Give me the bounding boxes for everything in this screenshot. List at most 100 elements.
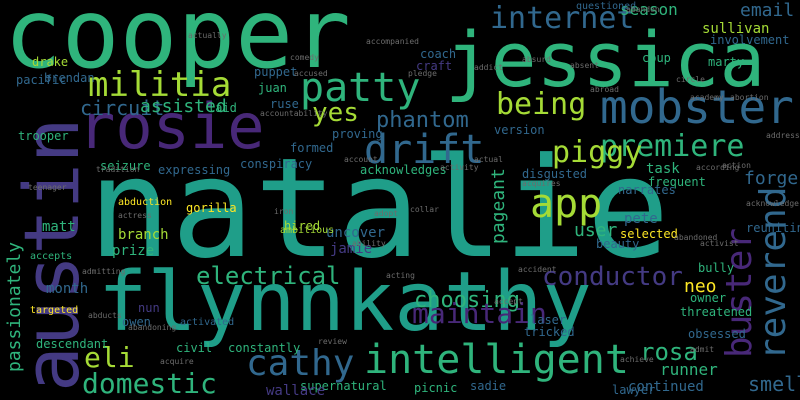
word: constantly	[228, 341, 301, 355]
word: natalie	[88, 128, 670, 289]
word: accused	[294, 69, 328, 78]
word: actual	[474, 155, 503, 164]
word: cooper	[4, 0, 351, 90]
word: collar	[410, 205, 439, 214]
word: premiere	[600, 129, 745, 164]
word: abduction	[118, 197, 173, 208]
word: militia	[88, 65, 232, 105]
word: rosa	[640, 338, 698, 366]
word: nun	[138, 301, 160, 315]
word: owner	[690, 291, 727, 305]
word: jessica	[445, 15, 766, 104]
word: eli	[84, 341, 135, 374]
word: obsessed	[688, 327, 746, 341]
word: proving	[332, 127, 383, 141]
word: comedy	[290, 53, 319, 62]
word: laid	[208, 101, 237, 115]
word: jamie	[330, 241, 373, 257]
word: beauty	[596, 237, 640, 251]
word: abandoned	[674, 233, 718, 242]
word: abroad	[590, 85, 619, 94]
word: targeted	[30, 305, 79, 316]
word: month	[46, 281, 89, 297]
word: yes	[312, 98, 359, 128]
word: choosing	[414, 288, 520, 313]
word: circuit	[80, 96, 165, 120]
word: reuniting	[746, 221, 800, 235]
word: sullivan	[702, 21, 770, 37]
word: iron	[274, 207, 294, 216]
word: threatened	[680, 305, 753, 319]
word: drake	[32, 55, 69, 69]
word: picnic	[414, 381, 458, 395]
word: teenager	[28, 183, 67, 192]
word: drift	[364, 127, 485, 173]
word: actually	[188, 31, 227, 40]
word: domestic	[82, 367, 217, 400]
word: acting	[386, 271, 415, 280]
word: gorilla	[186, 201, 237, 215]
word: being	[496, 87, 587, 122]
word: internet	[490, 1, 635, 36]
word: rosie	[78, 90, 265, 163]
word: circle	[676, 75, 705, 84]
word: user	[574, 220, 618, 241]
word: ambitious	[280, 225, 335, 236]
word: mobster	[600, 80, 794, 134]
word: pete	[624, 211, 658, 227]
word: season	[620, 0, 678, 19]
word: coup	[642, 51, 671, 65]
word: matt	[42, 219, 76, 235]
word: piggy	[552, 135, 643, 170]
word: hired	[284, 219, 321, 233]
word: acknowledge	[746, 199, 799, 208]
word: assisted	[140, 96, 227, 117]
word: formed	[290, 141, 334, 155]
word: actress	[118, 211, 152, 220]
word: runner	[660, 360, 718, 379]
word: brendan	[44, 71, 95, 85]
word: intelligent	[364, 337, 629, 383]
word: accident	[518, 265, 557, 274]
word: questioned	[576, 1, 637, 12]
word: supernatural	[300, 379, 387, 393]
word: tricked	[524, 325, 575, 339]
word: branch	[118, 227, 169, 243]
word: bully	[698, 261, 735, 275]
word: addict	[474, 63, 503, 72]
word: academy	[690, 93, 724, 102]
word: address	[766, 131, 800, 140]
word: adopt	[374, 209, 399, 218]
word: neo	[684, 276, 717, 297]
word: lawyer	[612, 383, 656, 397]
word: laser	[530, 313, 567, 327]
word: disgusted	[522, 167, 588, 181]
word: cathy	[246, 343, 355, 384]
word: admit	[690, 345, 715, 354]
word: accepts	[30, 251, 73, 262]
word: absent	[570, 61, 599, 70]
word: acquires	[522, 179, 561, 188]
word: flynnkathy	[98, 255, 592, 350]
word: conductor	[542, 262, 683, 292]
word: frequent	[648, 175, 706, 189]
word: accept	[494, 297, 523, 306]
word: puppet	[254, 65, 298, 79]
word: trooper	[18, 129, 69, 143]
word: activity	[440, 163, 479, 172]
word: app	[530, 181, 603, 227]
word: activist	[700, 239, 739, 248]
word: abandoning	[128, 323, 177, 332]
word: uncover	[326, 225, 386, 241]
word: continued	[628, 379, 704, 395]
word: selected	[620, 227, 678, 241]
word: ruse	[270, 97, 299, 111]
word: juan	[258, 81, 287, 95]
word: achieve	[620, 355, 654, 364]
word: owen	[122, 315, 151, 329]
word: civil	[176, 341, 213, 355]
word: ability	[352, 239, 386, 248]
word: smell	[748, 372, 800, 396]
word: review	[318, 337, 347, 346]
